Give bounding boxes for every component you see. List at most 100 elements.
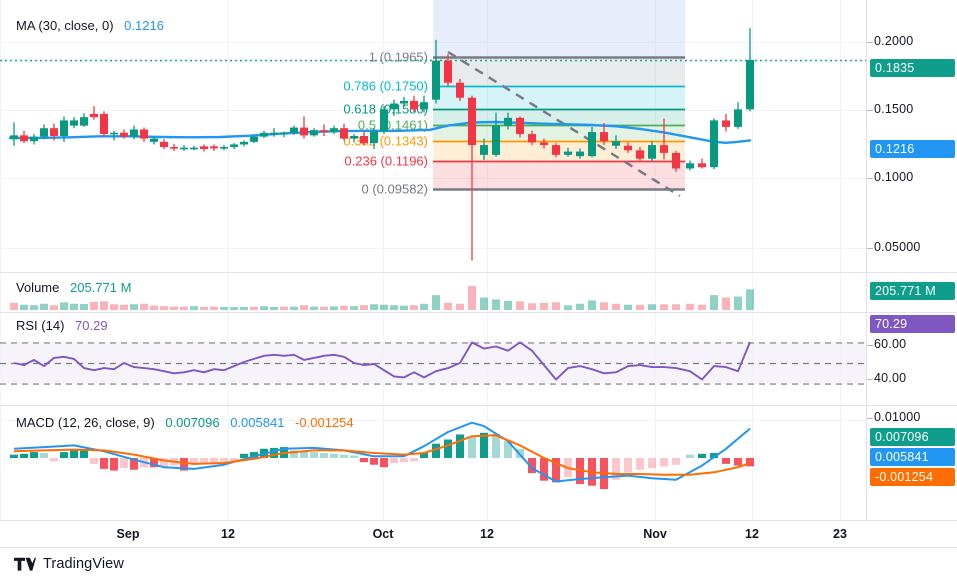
candlestick bbox=[230, 143, 238, 149]
volume-legend[interactable]: Volume 205.771 M bbox=[16, 280, 131, 295]
candlestick bbox=[504, 112, 512, 130]
candlestick bbox=[612, 135, 620, 149]
rsi-value-badge[interactable]: 70.29 bbox=[870, 315, 955, 333]
pane-divider-macd[interactable] bbox=[0, 405, 957, 406]
macd-histogram-bar bbox=[456, 434, 464, 458]
candlestick bbox=[190, 145, 198, 151]
macd-histogram-bar bbox=[160, 458, 168, 467]
volume-bar bbox=[600, 302, 608, 310]
macd-histogram-bar bbox=[70, 450, 78, 458]
candlestick bbox=[260, 130, 268, 138]
time-axis-tick-label: 12 bbox=[480, 527, 494, 541]
candlestick bbox=[210, 144, 218, 151]
candlestick bbox=[270, 128, 278, 137]
volume-chart-canvas[interactable] bbox=[0, 273, 957, 312]
macd-histogram-bar bbox=[380, 458, 388, 468]
volume-bar bbox=[270, 306, 278, 310]
rsi-legend[interactable]: RSI (14) 70.29 bbox=[16, 318, 108, 333]
macd-pane[interactable]: MACD (12, 26, close, 9) 0.007096 0.00584… bbox=[0, 406, 957, 521]
macd-histogram-bar bbox=[60, 452, 68, 458]
volume-bar bbox=[516, 301, 524, 310]
volume-bar bbox=[20, 304, 28, 310]
candlestick bbox=[140, 127, 148, 142]
candlestick bbox=[516, 116, 524, 138]
candlestick bbox=[300, 116, 308, 139]
macd-histogram-bar bbox=[552, 458, 560, 483]
macd-histogram-bar bbox=[210, 458, 218, 464]
rsi-axis-tick-label: 60.00 bbox=[874, 337, 907, 351]
volume-bar bbox=[380, 304, 388, 310]
volume-bar bbox=[310, 306, 318, 310]
macd-value-badge[interactable]: 0.007096 bbox=[870, 428, 955, 446]
macd-histogram-bar bbox=[250, 452, 258, 458]
macd-histogram-bar bbox=[30, 452, 38, 458]
price-pane[interactable]: 1 (0.1965) 0.786 (0.1750) 0.618 (0.1580) 0.… bbox=[0, 0, 957, 272]
volume-bar bbox=[330, 306, 338, 310]
price-chart-canvas[interactable]: 1 (0.1965)0.786 (0.1750)0.618 (0.1580)0.… bbox=[0, 0, 957, 272]
candlestick bbox=[150, 136, 158, 145]
candlestick bbox=[540, 138, 548, 149]
time-axis-tick-label: 12 bbox=[221, 527, 235, 541]
candlestick bbox=[330, 125, 338, 135]
volume-bar bbox=[220, 306, 228, 310]
axis-tick bbox=[867, 418, 873, 419]
macd-histogram-bar bbox=[200, 458, 208, 464]
macd-histogram-bar bbox=[504, 441, 512, 458]
rsi-chart-canvas[interactable] bbox=[0, 313, 957, 405]
candlestick bbox=[120, 129, 128, 139]
volume-bar bbox=[504, 300, 512, 310]
tradingview-wordmark: TradingView bbox=[43, 556, 124, 572]
candlestick bbox=[90, 106, 98, 120]
candlestick bbox=[160, 139, 168, 149]
volume-bar bbox=[456, 303, 464, 310]
volume-bar bbox=[588, 300, 596, 310]
macd-legend[interactable]: MACD (12, 26, close, 9) 0.007096 0.00584… bbox=[16, 415, 354, 430]
macd-legend-macd-value: 0.007096 bbox=[165, 415, 220, 430]
ma-value-badge[interactable]: 0.1216 bbox=[870, 140, 955, 158]
macd-chart-canvas[interactable] bbox=[0, 406, 957, 521]
candlestick bbox=[240, 140, 248, 147]
rsi-pane[interactable]: RSI (14) 70.29 bbox=[0, 313, 957, 405]
candlestick bbox=[20, 130, 28, 144]
volume-bar bbox=[70, 303, 78, 310]
volume-value-badge[interactable]: 205.771 M bbox=[870, 282, 955, 300]
ma-legend[interactable]: MA (30, close, 0) 0.1216 bbox=[16, 18, 164, 33]
macd-histogram-bar bbox=[220, 458, 228, 463]
macd-legend-label: MACD (12, 26, close, 9) bbox=[16, 415, 155, 430]
volume-bar bbox=[710, 295, 718, 310]
macd-histogram-bar bbox=[360, 458, 368, 463]
candlestick bbox=[320, 124, 328, 136]
last-price-badge[interactable]: 0.1835 bbox=[870, 59, 955, 77]
fib-band bbox=[433, 57, 685, 86]
volume-legend-value: 205.771 M bbox=[70, 280, 132, 295]
volume-bar bbox=[390, 305, 398, 310]
fib-level-label: 1 (0.1965) bbox=[369, 50, 428, 65]
axis-tick bbox=[867, 345, 873, 346]
macd-histogram-bar bbox=[50, 458, 58, 462]
macd-histogram-bar bbox=[180, 458, 188, 471]
volume-bar bbox=[90, 301, 98, 310]
pane-divider-volume[interactable] bbox=[0, 272, 957, 273]
candlestick bbox=[576, 148, 584, 159]
candlestick bbox=[390, 99, 398, 116]
macd-histogram-bar bbox=[698, 453, 706, 458]
volume-bar bbox=[260, 306, 268, 310]
macd-signal-line bbox=[13, 434, 751, 476]
macd-signal-badge[interactable]: 0.005841 bbox=[870, 448, 955, 466]
volume-bar bbox=[10, 302, 18, 310]
volume-bar bbox=[230, 307, 238, 310]
volume-bar bbox=[370, 304, 378, 310]
ma-legend-value: 0.1216 bbox=[124, 18, 164, 33]
candlestick bbox=[10, 122, 18, 146]
macd-hist-badge[interactable]: -0.001254 bbox=[870, 468, 955, 486]
pane-divider-rsi[interactable] bbox=[0, 312, 957, 313]
volume-bar bbox=[140, 303, 148, 310]
volume-pane[interactable]: Volume 205.771 M bbox=[0, 273, 957, 312]
time-axis[interactable]: Sep 12 Oct 12 Nov 12 23 bbox=[0, 521, 957, 547]
candlestick bbox=[130, 125, 138, 140]
tradingview-logo[interactable]: TradingView bbox=[14, 556, 124, 572]
candlestick bbox=[444, 54, 452, 87]
macd-histogram-bar bbox=[330, 453, 338, 458]
macd-histogram-bar bbox=[270, 447, 278, 458]
